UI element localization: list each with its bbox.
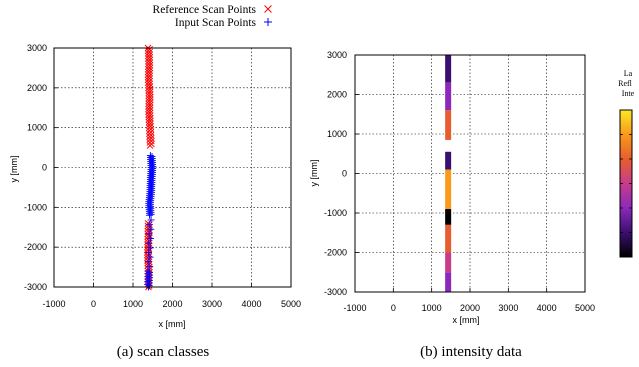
- intensity-segment: [445, 272, 452, 292]
- y-tick-label: -3000: [24, 282, 47, 292]
- input-point: [146, 211, 154, 219]
- y-axis-label: y [mm]: [9, 156, 19, 183]
- input-point: [144, 258, 152, 266]
- chart-intensity-data: -1000 0 1000 2000 3000 4000 5000 -3000 -2000 -100…: [309, 50, 595, 360]
- x-tick-label: 0: [91, 299, 96, 309]
- x-tick-label: 1000: [123, 299, 143, 309]
- y-tick-label: 0: [42, 163, 47, 173]
- legend-reference-marker: [264, 5, 272, 13]
- input-point: [146, 244, 154, 252]
- colorbar-label-line-1: La: [624, 69, 633, 78]
- x-tick-label: 3000: [498, 303, 518, 313]
- y-tick-label: 2000: [27, 83, 47, 93]
- colorbar: La Refl Inte: [618, 69, 635, 258]
- y-tick-label: -1000: [324, 208, 347, 218]
- y-tick-label: 0: [342, 169, 347, 179]
- x-tick-label: 4000: [537, 303, 557, 313]
- caption: (a) scan classes: [117, 344, 210, 360]
- x-tick-label: -1000: [343, 303, 366, 313]
- y-tick-label: 3000: [27, 43, 47, 53]
- x-tick-label: 2000: [460, 303, 480, 313]
- reference-point: [146, 142, 154, 149]
- x-tick-label: 0: [391, 303, 396, 313]
- colorbar-ticks: [620, 134, 632, 233]
- legend-reference-label: Reference Scan Points: [153, 4, 257, 16]
- x-tick-label: 5000: [281, 299, 301, 309]
- y-tick-label: 1000: [327, 129, 347, 139]
- input-point: [145, 248, 153, 256]
- plot-frame: [53, 47, 292, 288]
- y-tick-label: -2000: [324, 248, 347, 258]
- legend: Reference Scan Points Input Scan Points: [153, 4, 272, 29]
- y-tick-label: -1000: [24, 202, 47, 212]
- intensity-segment: [445, 55, 452, 83]
- grid: [354, 54, 586, 293]
- y-tick-label: 2000: [327, 90, 347, 100]
- x-tick-label: 1000: [422, 303, 442, 313]
- input-point: [145, 239, 153, 247]
- legend-input-label: Input Scan Points: [175, 17, 257, 29]
- intensity-segment: [445, 110, 452, 140]
- input-point: [147, 216, 155, 224]
- caption: (b) intensity data: [420, 344, 522, 360]
- legend-input-marker: [264, 18, 272, 26]
- tick-labels: -1000 0 1000 2000 3000 4000 5000 -3000 -2000 -100…: [324, 50, 595, 313]
- y-tick-label: 1000: [27, 123, 47, 133]
- y-tick-label: -3000: [324, 287, 347, 297]
- input-point: [145, 221, 153, 229]
- plot-frame: [354, 54, 586, 293]
- intensity-segment: [445, 209, 452, 225]
- x-tick-label: 4000: [241, 299, 261, 309]
- input-point: [146, 262, 154, 270]
- input-point: [145, 282, 153, 290]
- colorbar-label-line-2: Refl: [618, 79, 633, 88]
- input-point: [146, 253, 154, 261]
- x-tick-label: 5000: [575, 303, 595, 313]
- data-points: [143, 44, 157, 291]
- y-tick-label: -2000: [24, 242, 47, 252]
- intensity-segment: [445, 252, 452, 273]
- chart-scan-classes: -1000 0 1000 2000 3000 4000 5000 -3000 -2000 -100…: [9, 43, 301, 360]
- intensity-segment: [445, 151, 452, 170]
- intensity-segment: [445, 82, 452, 111]
- input-point: [147, 225, 155, 233]
- x-tick-label: 3000: [202, 299, 222, 309]
- data-segments: [445, 55, 452, 292]
- y-axis-label: y [mm]: [309, 160, 319, 187]
- x-axis-label: x [mm]: [453, 315, 480, 325]
- y-tick-label: 3000: [327, 50, 347, 60]
- input-point: [145, 230, 153, 238]
- intensity-segment: [445, 224, 452, 253]
- x-tick-label: 2000: [162, 299, 182, 309]
- tick-labels: -1000 0 1000 2000 3000 4000 5000 -3000 -2000 -100…: [24, 43, 301, 309]
- intensity-segment: [445, 169, 452, 210]
- grid: [53, 47, 292, 288]
- x-tick-label: -1000: [42, 299, 65, 309]
- x-axis-label: x [mm]: [159, 319, 186, 329]
- colorbar-label-line-3: Inte: [622, 89, 635, 98]
- input-point: [147, 235, 155, 243]
